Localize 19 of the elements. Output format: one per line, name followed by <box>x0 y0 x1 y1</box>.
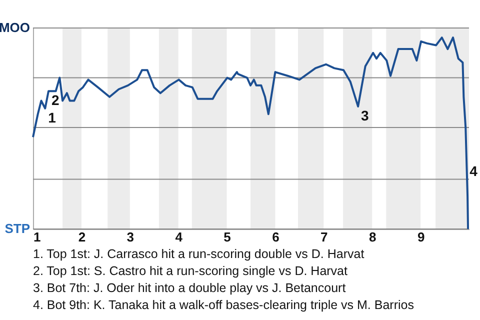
text: 2. Top 1st: S. Castro hit a run-scoring single vs D. Harvat <box>33 263 348 280</box>
x-tick-label: 6 <box>272 230 280 244</box>
x-tick-label: 2 <box>78 230 86 244</box>
x-tick-label: 1 <box>34 230 41 244</box>
annotation: 2 <box>52 92 60 108</box>
annotation: 1 <box>48 109 56 126</box>
x-tick-label: 3 <box>126 230 134 244</box>
x-tick-label: 5 <box>224 230 231 244</box>
x-tick-label: 8 <box>368 230 376 244</box>
text: 4. Bot 9th: K. Tanaka hit a walk-off bases-clearing triple vs M. Barrios <box>33 297 414 314</box>
x-tick-label: 9 <box>417 230 425 244</box>
ref-line-label: MOO <box>0 20 30 35</box>
annotation: 3 <box>361 107 370 124</box>
text: 3. Bot 7th: J. Oder hit into a double play vs J. Betancourt <box>33 280 347 297</box>
ref-line-label: STP <box>4 221 30 236</box>
x-tick-label: 7 <box>320 230 328 244</box>
x-tick-label: 4 <box>175 230 184 244</box>
text: 1. Top 1st: J. Carrasco hit a run-scoring double vs D. Harvat <box>33 246 366 263</box>
annotation: 4 <box>470 163 478 179</box>
